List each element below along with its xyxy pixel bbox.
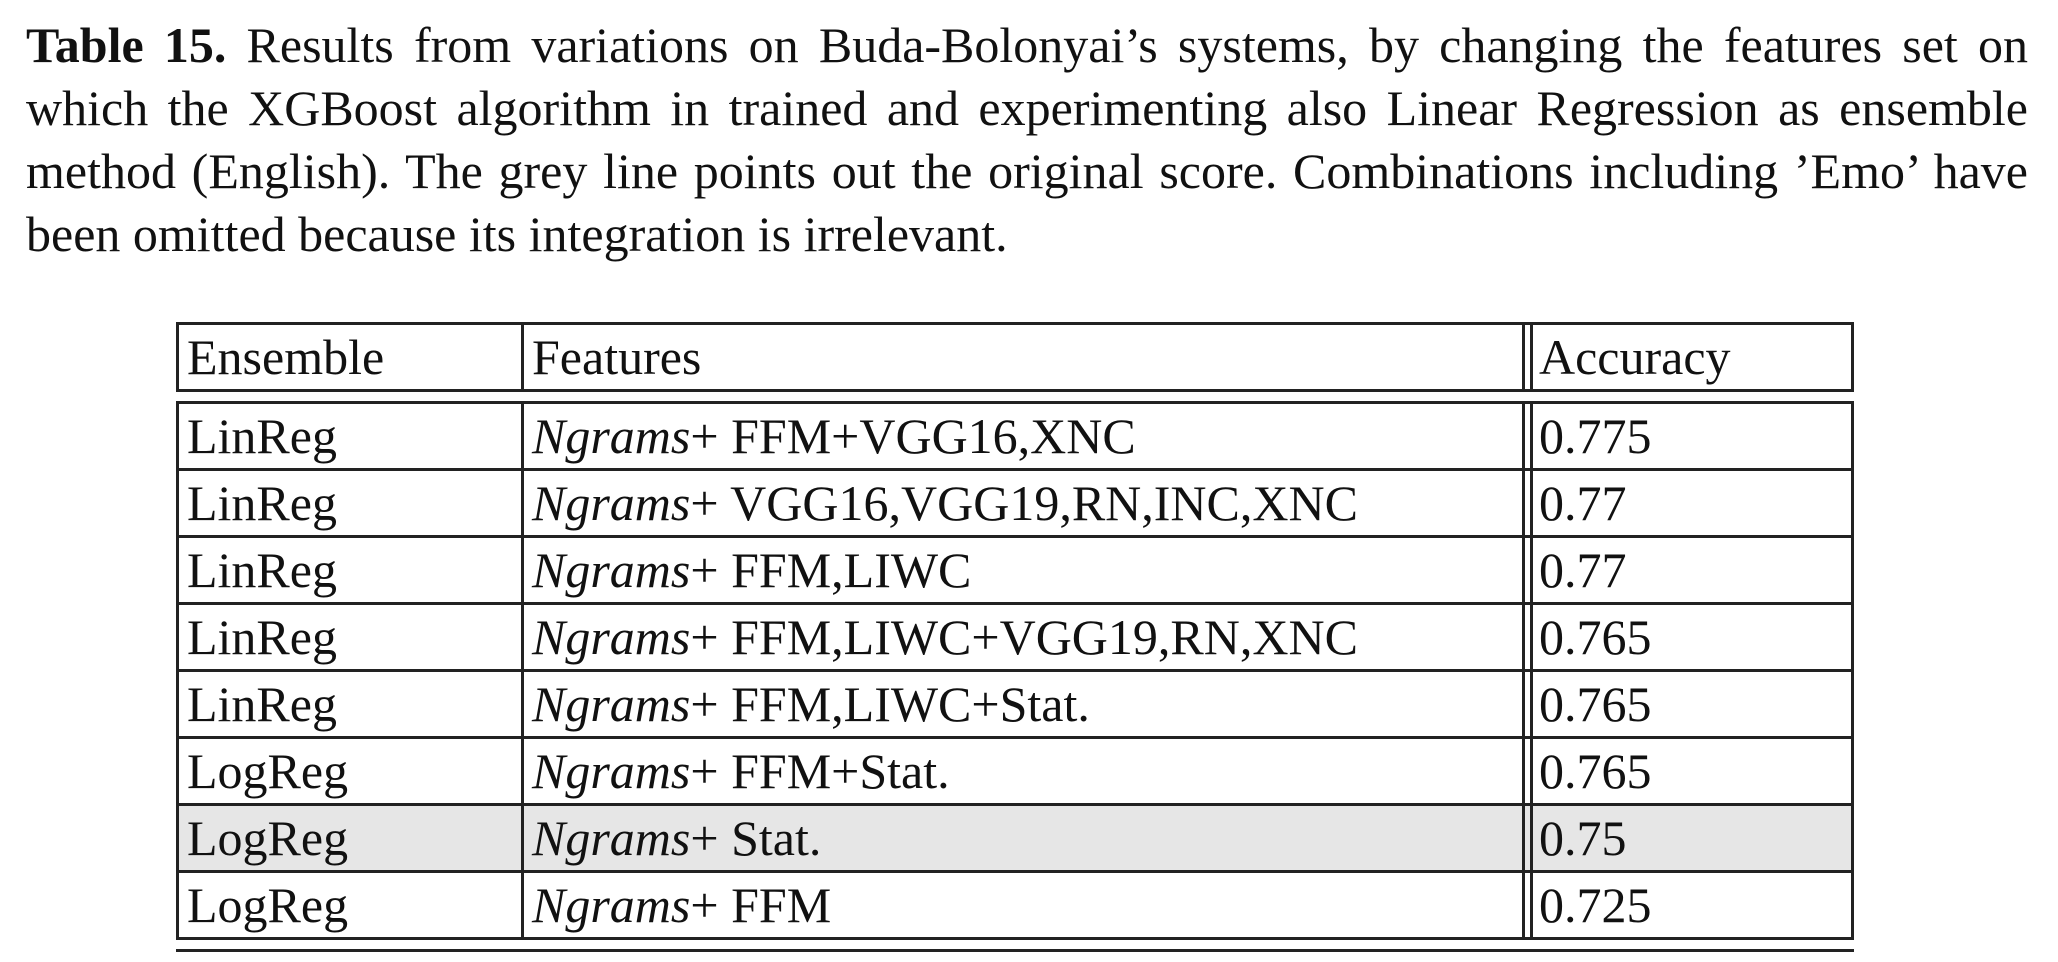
feature-set: FFM,LIWC — [718, 542, 972, 598]
cell-ensemble: LinReg — [179, 672, 524, 736]
cell-features: Ngrams + VGG16,VGG19,RN,INC,XNC — [524, 471, 1525, 535]
ngrams-term: Ngrams — [532, 542, 691, 598]
feature-set: VGG16,VGG19,RN,INC,XNC — [718, 475, 1358, 531]
table-row: LogReg Ngrams + FFM+Stat. 0.765 — [176, 739, 1854, 806]
cell-accuracy: 0.77 — [1539, 542, 1627, 598]
ngrams-term: Ngrams — [532, 676, 691, 732]
cell-accuracy: 0.765 — [1539, 609, 1652, 665]
plus-sign: + — [690, 877, 719, 933]
feature-set: FFM — [718, 877, 832, 933]
header-accuracy: Accuracy — [1539, 329, 1731, 385]
cell-accuracy: 0.725 — [1539, 877, 1652, 933]
ngrams-term: Ngrams — [532, 877, 691, 933]
feature-set: FFM+Stat. — [718, 743, 950, 799]
cell-ensemble: LogReg — [179, 806, 524, 870]
plus-sign: + — [690, 408, 719, 464]
feature-set: Stat. — [718, 810, 822, 866]
cell-features: Ngrams + FFM+Stat. — [524, 739, 1525, 803]
cell-features: Ngrams + FFM+VGG16,XNC — [524, 404, 1525, 468]
feature-set: FFM+VGG16,XNC — [718, 408, 1136, 464]
ngrams-term: Ngrams — [532, 408, 691, 464]
cell-ensemble: LinReg — [179, 471, 524, 535]
cell-features: Ngrams + FFM,LIWC — [524, 538, 1525, 602]
table-row: LinReg Ngrams + FFM+VGG16,XNC 0.775 — [176, 401, 1854, 471]
table-row-original-score: LogReg Ngrams + Stat. 0.75 — [176, 806, 1854, 873]
column-separator — [1525, 471, 1533, 535]
results-table: Ensemble Features Accuracy LinReg Ngrams +… — [176, 322, 1854, 952]
caption-label: Table 15. — [26, 17, 227, 73]
column-separator — [1525, 605, 1533, 669]
table-row: LinReg Ngrams + FFM,LIWC 0.77 — [176, 538, 1854, 605]
column-separator — [1525, 806, 1533, 870]
table-caption: Table 15. Results from variations on Bud… — [26, 14, 2028, 266]
plus-sign: + — [690, 676, 719, 732]
column-separator — [1525, 873, 1533, 937]
cell-accuracy: 0.765 — [1539, 676, 1652, 732]
cell-accuracy: 0.75 — [1539, 810, 1627, 866]
plus-sign: + — [690, 475, 719, 531]
column-separator — [1525, 739, 1533, 803]
cell-features: Ngrams + FFM — [524, 873, 1525, 937]
table-body: LinReg Ngrams + FFM+VGG16,XNC 0.775 LinReg Ng… — [176, 401, 1854, 940]
header-ensemble: Ensemble — [179, 325, 524, 389]
cell-ensemble: LinReg — [179, 538, 524, 602]
cell-ensemble: LinReg — [179, 404, 524, 468]
cell-ensemble: LogReg — [179, 873, 524, 937]
column-separator — [1525, 538, 1533, 602]
feature-set: FFM,LIWC+Stat. — [718, 676, 1090, 732]
header-features: Features — [524, 325, 1525, 389]
table-row: LinReg Ngrams + FFM,LIWC+VGG19,RN,XNC 0.765 — [176, 605, 1854, 672]
table-row: LogReg Ngrams + FFM 0.725 — [176, 873, 1854, 940]
ngrams-term: Ngrams — [532, 743, 691, 799]
cell-accuracy: 0.765 — [1539, 743, 1652, 799]
table-row: LinReg Ngrams + FFM,LIWC+Stat. 0.765 — [176, 672, 1854, 739]
column-separator — [1525, 325, 1533, 389]
column-separator — [1525, 672, 1533, 736]
cell-ensemble: LogReg — [179, 739, 524, 803]
feature-set: FFM,LIWC+VGG19,RN,XNC — [718, 609, 1358, 665]
cell-ensemble: LinReg — [179, 605, 524, 669]
cell-accuracy: 0.77 — [1539, 475, 1627, 531]
cell-features: Ngrams + Stat. — [524, 806, 1525, 870]
ngrams-term: Ngrams — [532, 475, 691, 531]
ngrams-term: Ngrams — [532, 810, 691, 866]
caption-text: Results from variations on Buda-Bolonyai… — [26, 17, 2028, 262]
bottom-rule — [176, 949, 1854, 952]
plus-sign: + — [690, 810, 719, 866]
plus-sign: + — [690, 609, 719, 665]
table-row: LinReg Ngrams + VGG16,VGG19,RN,INC,XNC 0.77 — [176, 471, 1854, 538]
cell-accuracy: 0.775 — [1539, 408, 1652, 464]
column-separator — [1525, 404, 1533, 468]
plus-sign: + — [690, 542, 719, 598]
table-header-row: Ensemble Features Accuracy — [176, 322, 1854, 392]
plus-sign: + — [690, 743, 719, 799]
cell-features: Ngrams + FFM,LIWC+Stat. — [524, 672, 1525, 736]
cell-features: Ngrams + FFM,LIWC+VGG19,RN,XNC — [524, 605, 1525, 669]
ngrams-term: Ngrams — [532, 609, 691, 665]
